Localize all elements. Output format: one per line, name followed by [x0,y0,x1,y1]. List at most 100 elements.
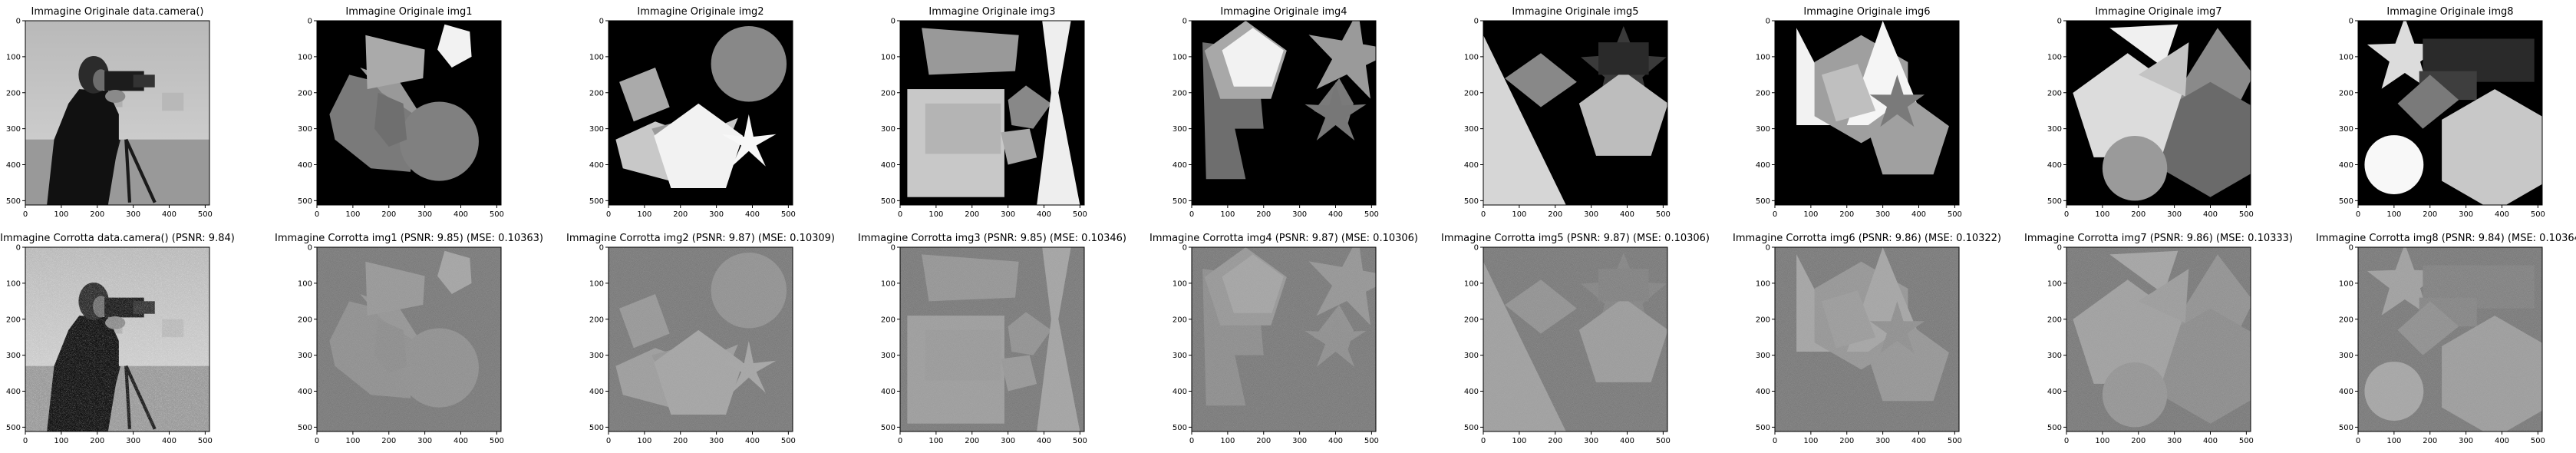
image-shape [437,24,472,68]
x-tick-label: 300 [2459,210,2473,219]
y-tick-label: 500 [2339,424,2353,432]
subplot-panel: Immagine Originale img6 0 0 100 100 200 200 300… [1756,6,1962,219]
x-tick-label: 400 [745,437,760,445]
subplot-panel: Immagine Originale img7 0 0 100 100 200 200 300… [2047,6,2254,219]
x-tick-label: 200 [1839,210,1854,219]
axes-frame [1483,246,1668,432]
subplot-panel: Immagine Corrotta img3 (PSNR: 9.85) (MSE… [858,233,1126,445]
x-tick-label: 400 [2495,437,2509,445]
y-tick-label: 100 [589,279,604,288]
x-tick-label: 400 [745,210,760,219]
y-tick-label: 300 [881,125,895,134]
x-tick-label: 0 [2356,437,2360,445]
y-tick-label: 200 [1173,89,1187,98]
x-tick-label: 200 [1839,437,1854,445]
subplot-image [2066,21,2251,205]
x-tick-label: 100 [1512,210,1526,219]
x-tick-label: 0 [1773,437,1777,445]
x-tick-label: 500 [2239,210,2254,219]
y-tick-label: 500 [1756,424,1770,432]
image-noise [609,247,793,432]
y-tick-label: 500 [881,424,895,432]
x-tick-label: 300 [1001,210,1015,219]
y-tick-label: 500 [2339,197,2353,206]
subplot-title: Immagine Corrotta img7 (PSNR: 9.86) (MSE… [2024,233,2293,244]
subplot-panel: Immagine Corrotta img1 (PSNR: 9.85) (MSE… [275,233,543,445]
x-tick-label: 100 [54,437,68,445]
image-shape [1483,35,1566,205]
y-tick-label: 300 [6,125,21,134]
y-tick-label: 100 [2339,53,2353,61]
x-tick-label: 200 [2423,210,2437,219]
image-shape [2160,81,2251,197]
subplot-image [900,21,1084,205]
x-tick-label: 200 [1256,437,1271,445]
y-tick-label: 400 [2339,388,2353,396]
x-tick-label: 200 [673,210,688,219]
y-tick-label: 200 [298,89,312,98]
y-tick-label: 200 [1464,316,1479,324]
axes-frame [1774,246,1960,432]
x-tick-label: 100 [2386,210,2401,219]
x-tick-label: 0 [1773,210,1777,219]
x-tick-label: 500 [198,437,213,445]
x-tick-label: 100 [1803,210,1818,219]
y-tick-label: 100 [1464,279,1479,288]
y-tick-label: 400 [1464,161,1479,170]
x-tick-label: 200 [90,437,104,445]
axes-frame [899,246,1085,432]
subplot-title: Immagine Corrotta img5 (PSNR: 9.87) (MSE… [1441,233,1710,244]
x-tick-label: 500 [1948,210,1962,219]
y-tick-label: 400 [6,161,21,170]
subplot-panel: Immagine Originale img1 0 0 100 100 200 200 300… [298,6,504,219]
subplot-image [1483,247,1667,432]
y-tick-label: 100 [1173,53,1187,61]
x-tick-label: 0 [23,437,28,445]
image-shape [1037,21,1080,205]
subplot-image [1775,21,1959,205]
axes-frame [608,20,793,206]
x-tick-label: 200 [1548,210,1562,219]
subplot-panel: Immagine Originale img8 0 0 100 100 200 200 300… [2339,6,2545,219]
y-tick-label: 300 [589,125,604,134]
x-tick-label: 0 [606,210,611,219]
x-tick-label: 0 [898,437,902,445]
x-tick-label: 200 [2423,437,2437,445]
y-tick-label: 200 [298,316,312,324]
y-tick-label: 400 [589,388,604,396]
x-tick-label: 200 [673,437,688,445]
image-shape [1869,74,1925,127]
x-tick-label: 300 [1001,437,1015,445]
y-tick-label: 300 [881,352,895,360]
subplot-title: Immagine Originale img5 [1512,6,1638,18]
x-tick-label: 300 [2167,437,2182,445]
y-tick-label: 400 [1173,161,1187,170]
x-tick-label: 500 [781,210,796,219]
y-tick-label: 300 [2047,352,2062,360]
x-tick-label: 100 [345,210,360,219]
axes-frame [899,20,1085,206]
y-tick-label: 100 [881,53,895,61]
x-tick-label: 400 [1037,210,1051,219]
image-shape [374,92,407,147]
y-tick-label: 300 [298,352,312,360]
x-tick-label: 0 [2064,210,2069,219]
axes-frame [25,20,210,206]
y-tick-label: 200 [1756,89,1770,98]
subplot-panel: Immagine Corrotta img7 (PSNR: 9.86) (MSE… [2024,233,2293,445]
y-tick-label: 500 [6,197,21,206]
subplot-image [609,21,793,205]
x-tick-label: 0 [898,210,902,219]
image-shape [711,26,787,102]
image-tripod-leg [124,139,132,203]
y-tick-label: 400 [881,161,895,170]
y-tick-label: 0 [599,244,604,253]
y-tick-label: 500 [298,424,312,432]
y-tick-label: 0 [1766,18,1770,26]
subplot-image [317,247,501,432]
y-tick-label: 500 [1173,424,1187,432]
y-tick-label: 0 [2349,244,2353,253]
y-tick-label: 300 [1173,125,1187,134]
y-tick-label: 500 [881,197,895,206]
subplot-image [2066,247,2251,432]
